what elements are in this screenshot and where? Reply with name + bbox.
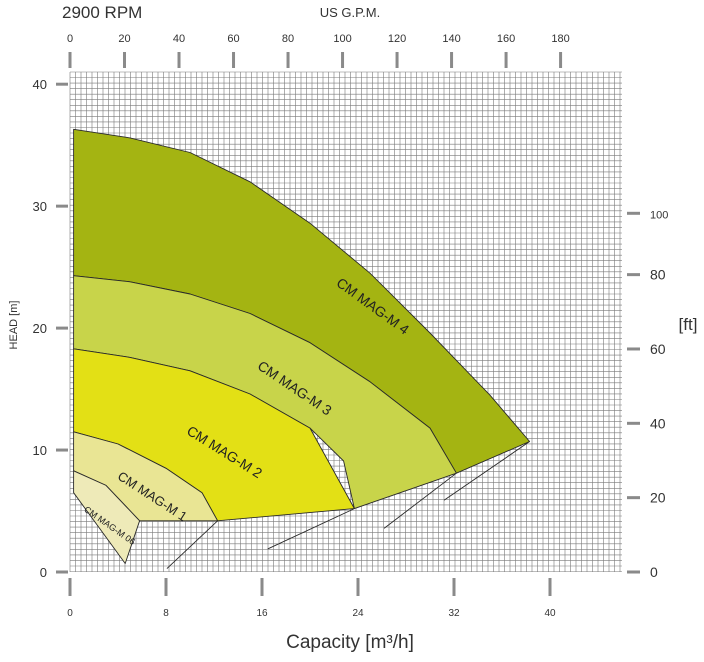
x-tick-label: 0 [67,608,73,619]
x-tick-label: 16 [256,608,268,619]
axes: 0 8 16 24 32 40 0 20 40 60 80 100 120 140 160 180 0 10 20 3… [33,33,669,619]
top-tick-label: 140 [442,33,460,45]
top-tick-label: 80 [282,33,294,45]
top-tick-label: 20 [118,33,130,45]
top-tick-label: 40 [173,33,185,45]
top-tick-label: 60 [227,33,239,45]
x-axis-label: Capacity [m³/h] [286,632,414,653]
x-tick-label: 32 [448,608,460,619]
top-tick-label: 0 [67,33,73,45]
x-tick-label: 8 [163,608,169,619]
x-tick-label: 24 [352,608,364,619]
right-tick-label: 40 [650,415,666,431]
y-axis-label: HEAD [m] [8,301,20,350]
y-tick-label: 0 [40,565,47,580]
right-tick-label: 0 [650,564,658,580]
right-axis-label: [ft] [679,315,698,334]
right-tick-label: 20 [650,490,666,506]
rpm-title: 2900 RPM [62,3,142,22]
y-tick-label: 10 [33,443,47,458]
top-tick-label: 180 [551,33,569,45]
y-tick-label: 30 [33,199,47,214]
area-cm-mag-m-06 [73,470,141,564]
right-tick-label: 60 [650,341,666,357]
x-tick-label: 40 [544,608,556,619]
y-tick-label: 20 [33,321,47,336]
y-tick-label: 40 [33,77,47,92]
top-axis-label: US G.P.M. [320,5,380,20]
top-tick-label: 160 [497,33,515,45]
right-tick-label: 100 [650,209,668,221]
top-tick-label: 120 [388,33,406,45]
top-tick-label: 100 [333,33,351,45]
curve-areas [73,128,531,569]
right-tick-label: 80 [650,267,666,283]
